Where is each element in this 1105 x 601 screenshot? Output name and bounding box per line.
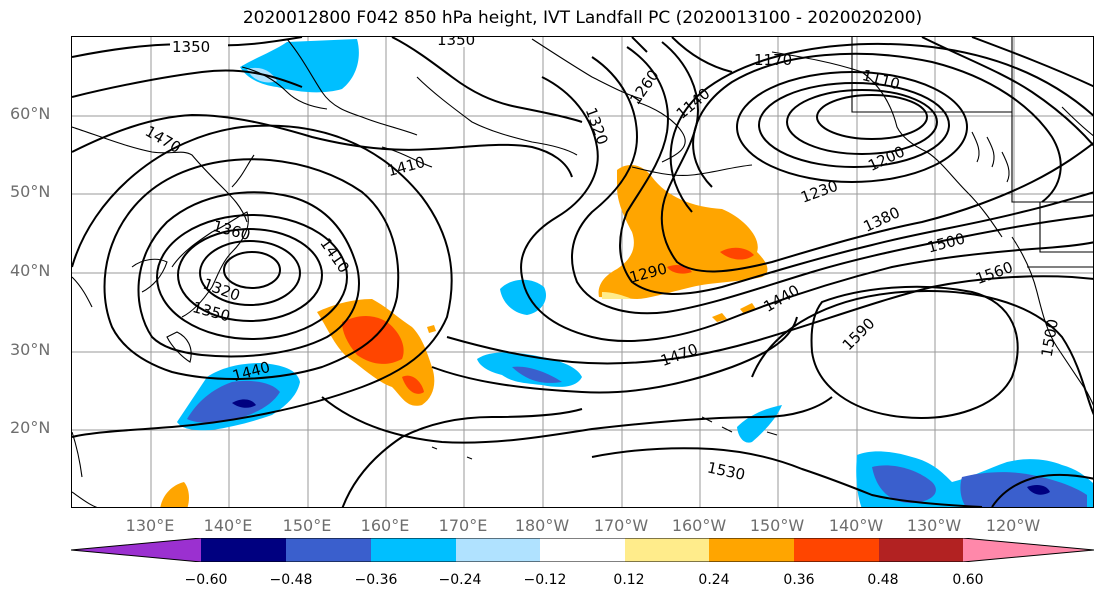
colorbar-segment [201,538,286,562]
colorbar-segment [371,538,456,562]
lon-label-130w: 130°W [906,516,962,535]
lon-label-170e: 170°E [438,516,488,535]
lon-label-160w: 160°W [671,516,727,535]
colorbar-segment [625,538,709,562]
colorbar-svg [70,537,1095,563]
contour-label: 1590 [839,314,879,354]
lat-label-60n: 60°N [10,104,51,123]
contour-label: 1560 [973,258,1015,288]
ivt-shading [160,39,1093,507]
contour-label: 1350 [172,38,210,56]
colorbar-segment [879,538,963,562]
colorbar-tick-label: −0.36 [354,572,398,588]
lon-label-160e: 160°E [360,516,410,535]
coastlines [72,37,1093,507]
colorbar-extend-high [963,538,1094,562]
colorbar-tick-label: 0.36 [783,572,815,588]
colorbar-segment [794,538,879,562]
colorbar-tick-label: −0.48 [269,572,313,588]
colorbar-segment [540,538,625,562]
colorbar-tick-label: 0.12 [613,572,645,588]
contour-label: 1500 [925,229,967,256]
contour-label: 1170 [754,51,792,69]
shade-pos-ar [598,164,768,299]
map-panel: 1350 1350 1470 1410 1360 1410 1320 1350 … [71,36,1094,508]
lat-label-30n: 30°N [10,340,51,359]
lat-label-50n: 50°N [10,182,51,201]
contour-label: 1530 [706,458,747,484]
map-canvas: 1350 1350 1470 1410 1360 1410 1320 1350 … [72,37,1093,507]
lon-label-180w: 180°W [514,516,570,535]
contour-label: 1350 [437,37,475,49]
lon-label-150e: 150°E [282,516,332,535]
lon-label-140e: 140°E [203,516,253,535]
lon-label-140w: 140°W [828,516,884,535]
lat-label-20n: 20°N [10,418,51,437]
contour-label: 1200 [865,142,907,174]
colorbar-tick-label: −0.12 [523,572,567,588]
contour-label: 1320 [582,105,612,147]
contour-label: 1230 [798,177,840,207]
contour-label: 1350 [191,298,233,325]
colorbar-segment [286,538,371,562]
height-contours [72,37,1093,507]
shade-neg-okhotsk [240,39,359,93]
lon-label-150w: 150°W [749,516,805,535]
lat-label-40n: 40°N [10,261,51,280]
colorbar-tick-label: 0.60 [952,572,984,588]
colorbar-tick-label: 0.48 [867,572,899,588]
colorbar [70,537,1095,563]
colorbar-tick-label: −0.60 [184,572,228,588]
contour-label: 1410 [386,153,428,180]
lon-label-120w: 120°W [985,516,1041,535]
contour-label: 1470 [658,340,700,370]
colorbar-segment [456,538,540,562]
lon-label-130e: 130°E [125,516,175,535]
contour-label: 1260 [626,66,663,108]
colorbar-tick-label: 0.24 [698,572,730,588]
colorbar-segment [709,538,794,562]
lon-label-170w: 170°W [593,516,649,535]
colorbar-tick-label: −0.24 [438,572,482,588]
map-title: 2020012800 F042 850 hPa height, IVT Land… [242,8,923,28]
colorbar-extend-low [71,538,201,562]
